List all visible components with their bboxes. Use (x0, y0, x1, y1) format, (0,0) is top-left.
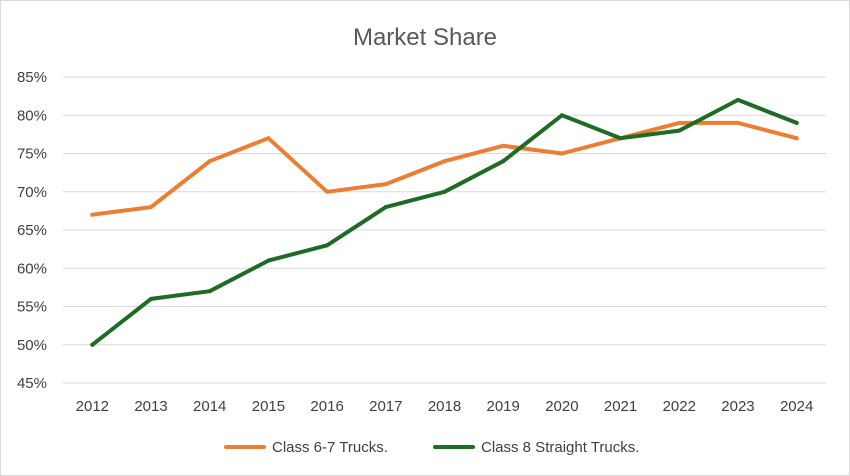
x-tick-label: 2017 (369, 398, 402, 415)
x-tick-label: 2015 (252, 398, 285, 415)
series-2-point (735, 97, 740, 102)
y-tick-label: 65% (17, 222, 47, 239)
x-tick-label: 2018 (428, 398, 461, 415)
x-tick-label: 2019 (487, 398, 520, 415)
series-1-point (559, 151, 564, 156)
series-2-point (559, 113, 564, 118)
series-1-point (677, 120, 682, 125)
x-tick-label: 2014 (193, 398, 226, 415)
series-1-point (442, 159, 447, 164)
legend-label: Class 6-7 Trucks. (272, 439, 388, 456)
series-2-point (794, 120, 799, 125)
series-2-point (442, 189, 447, 194)
y-tick-label: 55% (17, 299, 47, 316)
series-2-point (501, 159, 506, 164)
y-tick-label: 45% (17, 375, 47, 392)
legend-label: Class 8 Straight Trucks. (481, 439, 639, 456)
series-2-point (207, 289, 212, 294)
y-tick-label: 85% (17, 69, 47, 86)
x-tick-label: 2013 (134, 398, 167, 415)
x-tick-label: 2012 (76, 398, 109, 415)
series-1-point (149, 205, 154, 210)
x-tick-label: 2023 (721, 398, 754, 415)
series-1-point (90, 212, 95, 217)
series-1-point (794, 136, 799, 141)
series-2-point (618, 136, 623, 141)
y-tick-label: 60% (17, 260, 47, 277)
series-1-point (266, 136, 271, 141)
y-tick-label: 80% (17, 107, 47, 124)
x-tick-label: 2016 (310, 398, 343, 415)
series-2-point (149, 296, 154, 301)
x-tick-label: 2022 (663, 398, 696, 415)
series-1-point (735, 120, 740, 125)
series-2-point (325, 243, 330, 248)
x-tick-label: 2021 (604, 398, 637, 415)
series-2-point (266, 258, 271, 263)
series-1-point (383, 182, 388, 187)
series-1-point (325, 189, 330, 194)
x-tick-label: 2020 (545, 398, 578, 415)
series-line-2 (90, 97, 799, 347)
chart-title: Market Share (353, 24, 497, 51)
series-2-point (383, 205, 388, 210)
series-2-point (90, 342, 95, 347)
x-tick-label: 2024 (780, 398, 813, 415)
series-line-1 (90, 120, 799, 217)
series-1-point (501, 143, 506, 148)
y-tick-label: 75% (17, 146, 47, 163)
y-tick-label: 70% (17, 184, 47, 201)
series-1-point (207, 159, 212, 164)
series-2-point (677, 128, 682, 133)
y-tick-label: 50% (17, 337, 47, 354)
